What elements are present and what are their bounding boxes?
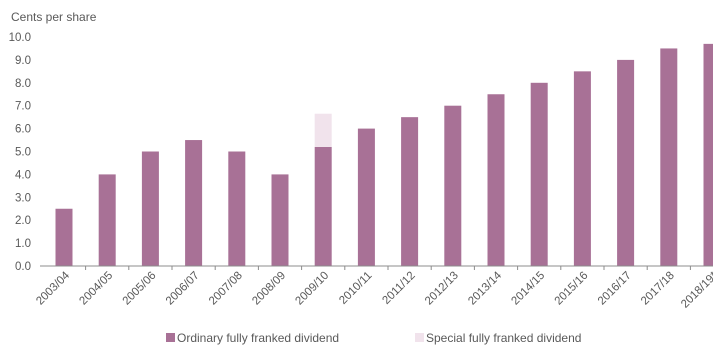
bar-ordinary-dividend [703, 43, 713, 267]
bar-special-dividend [314, 113, 332, 147]
bars-group [55, 43, 713, 267]
x-tick-label: 2017/18 [639, 270, 677, 308]
bar-ordinary-dividend [660, 48, 678, 267]
legend-swatch [166, 333, 175, 342]
bar-ordinary-dividend [98, 174, 116, 266]
bar-ordinary-dividend [401, 117, 419, 267]
bar-ordinary-dividend [185, 140, 203, 266]
x-tick-label: 2010/11 [337, 270, 374, 307]
bar-ordinary-dividend [530, 82, 548, 266]
y-axis-ticks: 0.0 1.0 2.0 3.0 4.0 5.0 6.0 7.0 8.0 9.0 10.0 [9, 32, 31, 273]
legend-label: Special fully franked dividend [426, 331, 581, 345]
x-axis-ticks: 2003/04 2004/05 2005/06 2006/07 2007/08 2008/… [34, 266, 713, 311]
legend: Ordinary fully franked dividend Special f… [166, 331, 581, 345]
x-tick-label: 2007/08 [207, 270, 245, 308]
bar-ordinary-dividend [55, 208, 73, 266]
x-tick-label: 2004/05 [77, 270, 115, 308]
bar-ordinary-dividend [573, 71, 591, 266]
legend-swatch [415, 333, 424, 342]
bar-ordinary-dividend [141, 151, 159, 266]
x-tick-label: 2015/16 [553, 270, 591, 308]
x-tick-label: 2005/06 [121, 270, 159, 308]
y-tick-label: 9.0 [15, 55, 31, 67]
bar-ordinary-dividend [228, 151, 246, 266]
x-tick-label: 2008/09 [250, 270, 288, 308]
y-tick-label: 7.0 [15, 101, 31, 113]
y-tick-label: 10.0 [9, 32, 31, 44]
y-tick-label: 0.0 [15, 261, 31, 273]
y-tick-label: 8.0 [15, 78, 31, 90]
x-tick-label: 2012/13 [423, 270, 461, 308]
y-tick-label: 4.0 [15, 169, 31, 181]
bar-ordinary-dividend [617, 59, 635, 267]
x-tick-label: 2006/07 [164, 270, 202, 308]
x-tick-label: 2016/17 [596, 270, 634, 308]
bar-ordinary-dividend [444, 105, 462, 266]
bar-ordinary-dividend [314, 146, 332, 266]
y-tick-label: 5.0 [15, 147, 31, 159]
bar-ordinary-dividend [271, 174, 289, 266]
y-tick-label: 1.0 [15, 238, 31, 250]
x-tick-label: 2013/14 [466, 269, 504, 307]
x-tick-label: 2014/15 [509, 270, 547, 308]
x-tick-label: 2011/12 [380, 270, 417, 307]
x-tick-label: 2003/04 [34, 269, 72, 307]
y-tick-label: 2.0 [15, 215, 31, 227]
y-axis-title: Cents per share [11, 10, 97, 24]
bar-ordinary-dividend [357, 128, 375, 266]
legend-label: Ordinary fully franked dividend [177, 331, 339, 345]
x-tick-label: 2009/10 [293, 270, 331, 308]
y-tick-label: 6.0 [15, 124, 31, 136]
y-tick-label: 3.0 [15, 192, 31, 204]
x-tick-label: 2018/19* [679, 269, 713, 310]
bar-ordinary-dividend [487, 94, 505, 266]
